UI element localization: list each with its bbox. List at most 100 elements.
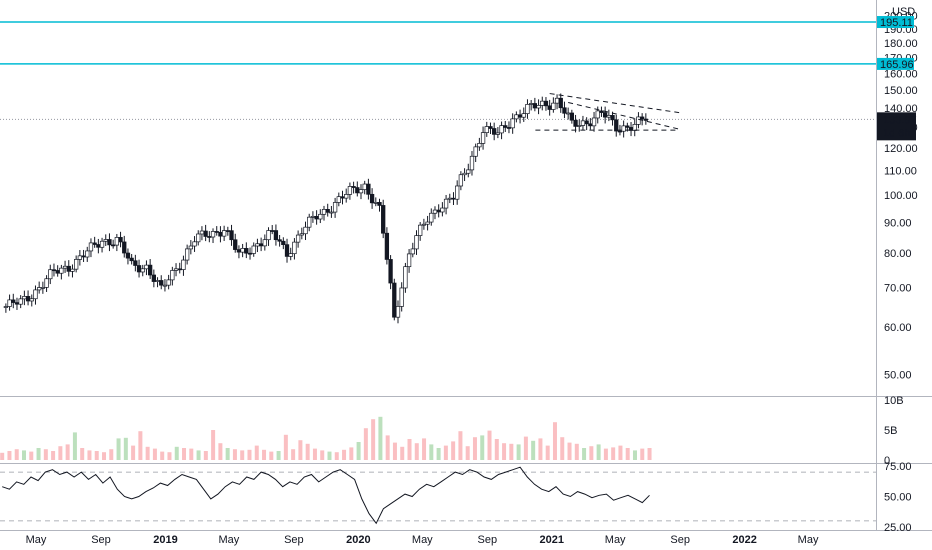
price-tick-label: 180.00: [884, 38, 918, 50]
volume-bar: [632, 450, 637, 460]
candle-body: [162, 284, 168, 287]
time-tick-label: May: [412, 534, 433, 546]
volume-bar: [349, 447, 354, 460]
candle-body: [33, 289, 38, 300]
volume-bar: [574, 443, 579, 460]
candle-body: [373, 202, 378, 204]
volume-bar: [298, 440, 303, 460]
candle-body: [517, 114, 523, 118]
candle-body: [503, 125, 508, 128]
volume-bar: [334, 452, 339, 460]
volume-bar: [538, 438, 543, 460]
volume-bar: [327, 451, 332, 460]
candle-body: [484, 126, 489, 133]
volume-bar: [305, 443, 310, 460]
volume-bar: [407, 439, 412, 460]
time-tick-label: Sep: [284, 534, 304, 546]
price-tick-label: 50.00: [884, 369, 912, 381]
candle-body: [344, 194, 349, 199]
candle-body: [595, 110, 600, 119]
volume-bar: [363, 428, 368, 460]
candle-body: [536, 105, 541, 109]
volume-bar: [240, 450, 245, 460]
candle-body: [22, 296, 27, 300]
candle-body: [410, 248, 415, 255]
volume-bar: [567, 442, 572, 460]
candle-body: [96, 244, 101, 248]
volume-bar: [480, 435, 485, 460]
candle-body: [314, 215, 319, 220]
time-tick-label: May: [26, 534, 47, 546]
candle-body: [151, 274, 156, 282]
candle-body: [399, 287, 404, 307]
volume-tick-label: 10B: [884, 395, 904, 407]
time-tick-label: May: [605, 534, 626, 546]
time-axis[interactable]: May Sep 2019 May Sep 2020 May Sep 2021 May Sep 2022…: [26, 534, 819, 546]
volume-bar: [58, 446, 63, 460]
candle-body: [273, 230, 279, 241]
candle-body: [580, 120, 586, 126]
candle-body: [547, 105, 552, 110]
price-pane[interactable]: [0, 21, 876, 324]
volume-bar: [218, 443, 223, 460]
volume-bar: [0, 452, 5, 460]
candle-body: [103, 239, 108, 242]
volume-bar: [262, 449, 267, 460]
candle-body: [270, 230, 275, 232]
level-price-tag: [877, 16, 914, 29]
candle-body: [414, 235, 419, 250]
volume-bar: [123, 437, 128, 460]
volume-bar: [531, 440, 536, 460]
candle-body: [432, 209, 438, 214]
candle-body: [147, 264, 153, 276]
candle-body: [366, 183, 371, 195]
volume-bar: [276, 451, 281, 460]
candle-body: [170, 270, 175, 281]
time-tick-label: 2020: [346, 534, 370, 546]
candle-body: [29, 298, 34, 302]
candle-body: [114, 237, 120, 246]
candle-body: [55, 270, 60, 274]
price-tick-label: 150.00: [884, 85, 918, 97]
candle-body: [543, 100, 549, 107]
candle-body: [129, 257, 134, 262]
candle-body: [92, 242, 97, 245]
candle-body: [377, 202, 382, 206]
candle-body: [406, 253, 412, 268]
candle-body: [554, 97, 560, 104]
volume-bar: [443, 445, 448, 460]
candle-body: [436, 209, 441, 213]
candle-body: [44, 278, 49, 288]
rsi-tick-label: 50.00: [884, 492, 912, 504]
candle-body: [451, 197, 456, 200]
candle-body: [418, 224, 423, 236]
candle-body: [381, 205, 386, 234]
candle-body: [510, 118, 515, 129]
volume-bar: [189, 448, 194, 460]
candle-body: [577, 125, 582, 127]
candle-body: [233, 239, 238, 250]
candle-body: [59, 267, 64, 274]
bar-countdown-label: 1d 6h: [883, 127, 911, 139]
candle-body: [62, 265, 68, 269]
candle-body: [247, 252, 253, 255]
candle-body: [569, 112, 575, 121]
volume-bar: [14, 449, 19, 460]
candle-body: [310, 215, 316, 218]
candle-body: [625, 125, 630, 128]
price-axis[interactable]: 50.00 60.00 70.00 80.00 90.00 100.00 110.00 120…: [884, 6, 918, 534]
candle-body: [532, 103, 538, 109]
price-tick-label: 120.00: [884, 143, 918, 155]
last-price-label: 133.97: [883, 114, 917, 126]
candle-body: [37, 287, 42, 291]
candle-body: [473, 146, 478, 157]
rsi-pane[interactable]: [0, 466, 876, 525]
volume-pane[interactable]: [0, 416, 652, 460]
candle-body: [266, 230, 271, 241]
candle-body: [125, 252, 131, 259]
volume-bar: [458, 431, 463, 460]
time-tick-label: May: [218, 534, 239, 546]
candle-body: [632, 124, 637, 131]
volume-bar: [51, 451, 56, 460]
